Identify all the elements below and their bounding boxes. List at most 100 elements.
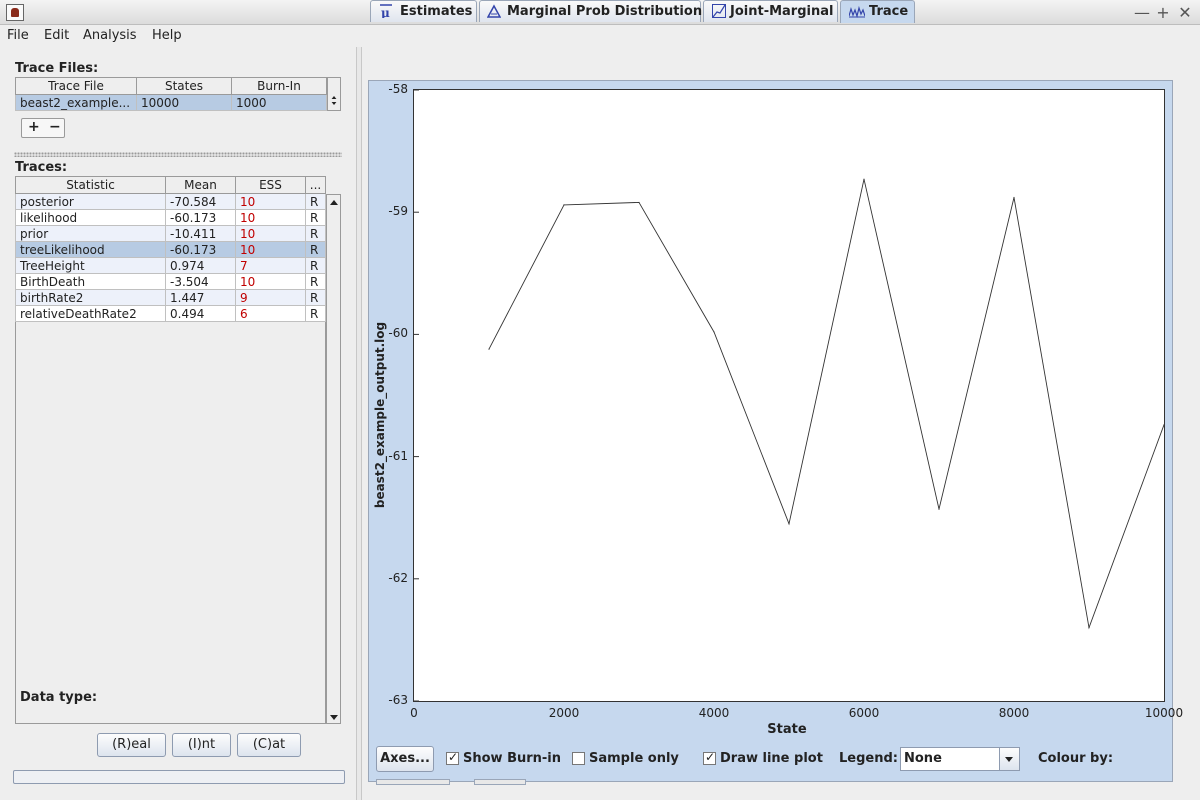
menu-edit[interactable]: Edit xyxy=(44,28,70,43)
scroll-up-icon[interactable] xyxy=(331,96,337,99)
table-row[interactable]: BirthDeath -3.504 10 R xyxy=(15,273,326,290)
statistic-cell: posterior xyxy=(15,193,166,210)
tab-marginal-prob-distribution[interactable]: Marginal Prob Distribution xyxy=(479,0,703,22)
column-header[interactable]: Mean xyxy=(165,176,236,194)
trace-point xyxy=(1163,424,1164,426)
type-cell: R xyxy=(305,193,326,210)
tab-joint-marginal[interactable]: Joint-Marginal xyxy=(703,0,838,22)
table-row[interactable]: relativeDeathRate2 0.494 6 R xyxy=(15,305,326,322)
traces-scrollbar[interactable] xyxy=(326,194,341,724)
dropdown-button[interactable] xyxy=(999,748,1019,770)
table-row[interactable]: posterior -70.584 10 R xyxy=(15,193,326,210)
column-header[interactable]: ESS xyxy=(235,176,306,194)
tab-label: Joint-Marginal xyxy=(730,4,834,19)
column-header[interactable]: Burn-In xyxy=(231,77,327,95)
mean-cell: 0.974 xyxy=(165,257,236,274)
x-tick-label: 2000 xyxy=(548,706,580,720)
trace-plot-area[interactable] xyxy=(413,89,1165,702)
column-header[interactable]: States xyxy=(136,77,232,95)
tab-trace[interactable]: Trace xyxy=(840,0,915,23)
legend-value: None xyxy=(904,751,942,766)
ess-cell: 10 xyxy=(235,209,306,226)
column-header[interactable]: Statistic xyxy=(15,176,166,194)
remove-file-button[interactable]: − xyxy=(49,119,61,135)
table-row[interactable]: birthRate2 1.447 9 R xyxy=(15,289,326,306)
show-burnin-label[interactable]: Show Burn-in xyxy=(463,751,562,766)
y-tick-label: -61 xyxy=(388,448,408,463)
sample-only-label[interactable]: Sample only xyxy=(589,751,679,766)
add-remove-buttons: + − xyxy=(21,118,65,138)
chevron-down-icon xyxy=(1005,757,1013,762)
type-cell: R xyxy=(305,225,326,242)
x-tick-label: 6000 xyxy=(848,706,880,720)
y-tick-label: -58 xyxy=(388,82,408,96)
mean-cell: -3.504 xyxy=(165,273,236,290)
show-burnin-checkbox[interactable] xyxy=(446,750,459,765)
tab-label: Marginal Prob Distribution xyxy=(507,4,703,19)
add-file-button[interactable]: + xyxy=(28,119,40,135)
column-header[interactable]: Trace File xyxy=(15,77,137,95)
sample-only-checkbox[interactable] xyxy=(572,752,585,765)
legend-select[interactable]: None xyxy=(900,747,1020,771)
trace-point xyxy=(638,201,640,204)
mean-cell: -10.411 xyxy=(165,225,236,242)
trace-chart xyxy=(414,90,1164,701)
mean-cell: 0.494 xyxy=(165,305,236,322)
table-row[interactable]: beast2_example... 10000 1000 xyxy=(15,94,327,111)
trace-point xyxy=(713,331,715,333)
trace-file-cell: beast2_example... xyxy=(15,94,137,111)
draw-line-plot-label[interactable]: Draw line plot xyxy=(720,751,823,766)
trace-point xyxy=(863,178,865,180)
trace-point xyxy=(488,348,490,350)
x-axis-label: State xyxy=(767,722,807,737)
mu-icon: μ xyxy=(380,4,392,18)
legend-label: Legend: xyxy=(839,751,898,766)
trace-series-line xyxy=(488,179,1164,630)
trace-files-scrollbar[interactable] xyxy=(327,77,341,111)
tab-estimates[interactable]: μ Estimates xyxy=(370,0,477,22)
colour-by-label: Colour by: xyxy=(1038,751,1114,766)
maximize-icon[interactable]: + xyxy=(1156,3,1170,22)
trace-files-table: Trace File States Burn-In beast2_example… xyxy=(15,77,327,111)
type-cell: R xyxy=(305,289,326,306)
statistic-cell: BirthDeath xyxy=(15,273,166,290)
close-icon[interactable]: ✕ xyxy=(1178,3,1192,22)
bottom-tab-stub xyxy=(474,779,526,785)
menu-help[interactable]: Help xyxy=(152,28,182,43)
states-cell: 10000 xyxy=(136,94,232,111)
split-divider[interactable] xyxy=(14,152,342,157)
axes-button[interactable]: Axes... xyxy=(376,746,434,772)
joint-icon xyxy=(712,4,726,18)
menu-bar: File Edit Analysis Help xyxy=(0,25,1200,47)
scroll-down-icon[interactable] xyxy=(330,715,338,720)
draw-line-plot-checkbox[interactable] xyxy=(703,750,716,765)
ess-cell: 7 xyxy=(235,257,306,274)
menu-analysis[interactable]: Analysis xyxy=(83,28,137,43)
x-tick-label: 8000 xyxy=(998,706,1030,720)
statistic-cell: relativeDeathRate2 xyxy=(15,305,166,322)
statistic-cell: likelihood xyxy=(15,209,166,226)
burnin-cell[interactable]: 1000 xyxy=(231,94,327,111)
progress-bar xyxy=(13,770,345,784)
ess-cell: 9 xyxy=(235,289,306,306)
int-type-button[interactable]: (I)nt xyxy=(172,733,231,757)
trace-files-label: Trace Files: xyxy=(15,61,99,76)
panel-splitter[interactable] xyxy=(356,47,362,800)
table-row[interactable]: likelihood -60.173 10 R xyxy=(15,209,326,226)
real-type-button[interactable]: (R)eal xyxy=(97,733,166,757)
statistic-cell: treeLikelihood xyxy=(15,241,166,258)
cat-type-button[interactable]: (C)at xyxy=(237,733,301,757)
ess-cell: 6 xyxy=(235,305,306,322)
traces-table: Statistic Mean ESS ... posterior -70.584… xyxy=(15,176,326,322)
trace-point xyxy=(1013,196,1015,199)
scroll-up-icon[interactable] xyxy=(330,200,338,205)
menu-file[interactable]: File xyxy=(7,28,29,43)
table-row[interactable]: prior -10.411 10 R xyxy=(15,225,326,242)
table-row-selected[interactable]: treeLikelihood -60.173 10 R xyxy=(15,241,326,258)
ess-cell: 10 xyxy=(235,225,306,242)
table-row[interactable]: TreeHeight 0.974 7 R xyxy=(15,257,326,274)
svg-text:μ: μ xyxy=(381,6,390,18)
minimize-icon[interactable]: — xyxy=(1134,3,1150,22)
scroll-down-icon[interactable] xyxy=(331,102,337,105)
column-header[interactable]: ... xyxy=(305,176,326,194)
